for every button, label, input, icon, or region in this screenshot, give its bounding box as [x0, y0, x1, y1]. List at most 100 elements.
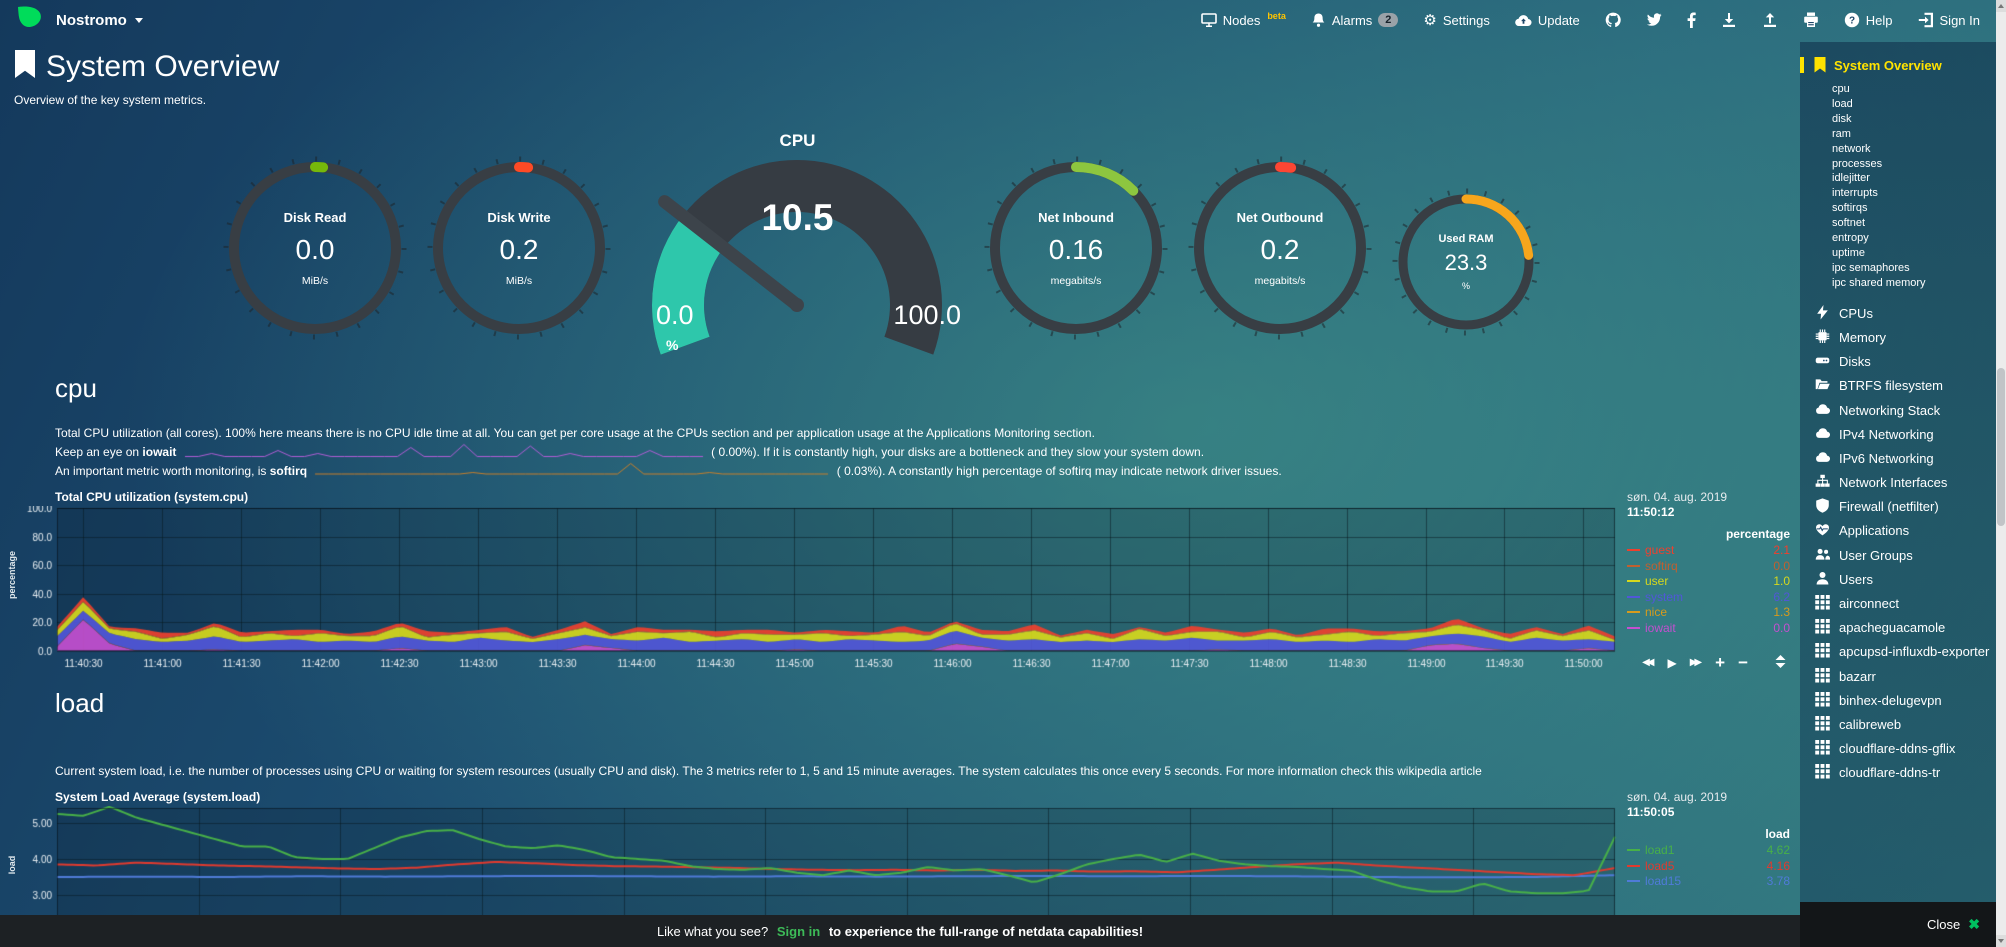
legend-series-guest[interactable]: guest 2.1	[1627, 543, 1790, 559]
sidebar-item-apcupsd-influxdb-exporter[interactable]: apcupsd-influxdb-exporter	[1800, 640, 1996, 664]
signin-button[interactable]: Sign In	[1918, 12, 1980, 28]
series-value: 3.78	[1766, 874, 1790, 888]
pan-backward-icon[interactable]: ◀◀	[1642, 656, 1654, 668]
series-value: 6.2	[1773, 589, 1790, 604]
series-dash-icon	[1627, 880, 1640, 882]
help-button[interactable]: ? Help	[1844, 12, 1893, 28]
netdata-logo-icon[interactable]	[16, 5, 43, 35]
twitter-icon[interactable]	[1646, 13, 1662, 27]
upload-icon[interactable]	[1762, 12, 1778, 28]
sidebar-item-user-groups[interactable]: User Groups	[1800, 544, 1996, 568]
page-scrollbar[interactable]	[1996, 0, 2006, 947]
hostname-dropdown[interactable]: Nostromo	[56, 12, 143, 29]
iowait-sparkline	[183, 443, 704, 458]
sidebar-subitem-cpu[interactable]: cpu	[1832, 83, 1850, 95]
gauge-title: Net Outbound	[1236, 209, 1324, 225]
sidebar-subitem-uptime[interactable]: uptime	[1832, 246, 1866, 259]
close-button[interactable]: Close ✖	[1927, 916, 1980, 933]
zoom-out-icon[interactable]: −	[1738, 652, 1748, 672]
hdd-icon	[1814, 353, 1830, 371]
cpu-chart-ylabel: percentage	[7, 550, 17, 600]
sidebar-item-firewall-netfilter[interactable]: Firewall (netfilter)	[1800, 495, 1996, 519]
scroll-up-arrow-icon[interactable]	[1996, 0, 2006, 12]
sidebar-subitem-ram[interactable]: ram	[1832, 127, 1851, 140]
gauge-unit: %	[1461, 281, 1470, 291]
legend-series-iowait[interactable]: iowait 0.0	[1627, 621, 1790, 637]
gauge-cpu[interactable]: CPU 10.5 0.0 100.0 %	[630, 127, 965, 359]
cpu-chart-legend: søn. 04. aug. 2019 11:50:12 percentage gues…	[1627, 490, 1790, 636]
sidebar-item-binhex-delugevpn[interactable]: binhex-delugevpn	[1800, 689, 1996, 713]
sidebar-subitem-ipc-shared-memory[interactable]: ipc shared memory	[1832, 276, 1926, 289]
gauge-unit: %	[666, 337, 679, 353]
legend-series-system[interactable]: system 6.2	[1627, 590, 1790, 606]
legend-series-user[interactable]: user 1.0	[1627, 574, 1790, 590]
page-head: System Overview Overview of the key syst…	[14, 50, 1800, 107]
sidebar-item-apacheguacamole[interactable]: apacheguacamole	[1800, 616, 1996, 640]
chip-icon	[1814, 329, 1830, 347]
sidebar-subitem-entropy[interactable]: entropy	[1832, 232, 1869, 245]
sidebar-item-applications[interactable]: Applications	[1800, 519, 1996, 543]
sidebar-subitem-disk[interactable]: disk	[1832, 112, 1852, 125]
sidebar-item-ipv4-networking[interactable]: IPv4 Networking	[1800, 423, 1996, 447]
brand: Nostromo	[16, 5, 143, 35]
legend-date: søn. 04. aug. 2019	[1627, 790, 1728, 804]
sidebar-item-cpus[interactable]: CPUs	[1800, 302, 1996, 326]
sidebar-item-disks[interactable]: Disks	[1800, 350, 1996, 374]
cpu-section-description: Total CPU utilization (all cores). 100% …	[55, 424, 1800, 481]
sidebar-item-memory[interactable]: Memory	[1800, 326, 1996, 350]
series-value: 0.0	[1773, 620, 1790, 635]
sidebar-item-btrfs-filesystem[interactable]: BTRFS filesystem	[1800, 374, 1996, 398]
alarms-label: Alarms	[1331, 12, 1373, 28]
scroll-down-arrow-icon[interactable]	[1996, 935, 2006, 947]
legend-series-nice[interactable]: nice 1.3	[1627, 605, 1790, 621]
load-chart-ylabel: load	[7, 855, 17, 875]
gauge-net-outbound[interactable]: Net Outbound 0.2 megabits/s	[1187, 155, 1373, 341]
sidebar-item-bazarr[interactable]: bazarr	[1800, 665, 1996, 689]
sidebar-item-users[interactable]: Users	[1800, 568, 1996, 592]
legend-series-load5[interactable]: load5 4.16	[1627, 859, 1790, 875]
legend-series-load15[interactable]: load15 3.78	[1627, 874, 1790, 890]
sidebar-subitem-softnet[interactable]: softnet	[1832, 217, 1866, 230]
sidebar-subitem-interrupts[interactable]: interrupts	[1832, 187, 1878, 200]
sidebar-item-network-interfaces[interactable]: Network Interfaces	[1800, 471, 1996, 495]
update-label: Update	[1537, 12, 1580, 28]
cpu-chart-canvas[interactable]	[25, 506, 1620, 678]
play-icon[interactable]: ▶	[1667, 655, 1677, 670]
sidebar-item-cloudflare-ddns-tr[interactable]: cloudflare-ddns-tr	[1800, 761, 1996, 785]
pan-forward-icon[interactable]: ▶▶	[1689, 656, 1702, 668]
sidebar-subitem-load[interactable]: load	[1832, 97, 1853, 110]
sidebar-item-airconnect[interactable]: airconnect	[1800, 592, 1996, 616]
settings-button[interactable]: ⚙ Settings	[1423, 13, 1489, 28]
legend-series-softirq[interactable]: softirq 0.0	[1627, 559, 1790, 575]
legend-series-load1[interactable]: load1 4.62	[1627, 843, 1790, 859]
sidebar-item-ipv6-networking[interactable]: IPv6 Networking	[1800, 447, 1996, 471]
scrollbar-thumb[interactable]	[1997, 368, 2005, 526]
facebook-icon[interactable]	[1687, 12, 1696, 28]
sidebar-subitem-softirqs[interactable]: softirqs	[1832, 202, 1868, 215]
series-dash-icon	[1627, 849, 1640, 851]
gauge-used-ram[interactable]: Used RAM 23.3 %	[1391, 187, 1541, 337]
sidebar-subitem-ipc-semaphores[interactable]: ipc semaphores	[1832, 261, 1910, 274]
gauge-net-inbound[interactable]: Net Inbound 0.16 megabits/s	[983, 155, 1169, 341]
sidebar-subitem-network[interactable]: network	[1832, 142, 1871, 155]
gauge-arc	[630, 153, 965, 364]
sidebar-item-calibreweb[interactable]: calibreweb	[1800, 713, 1996, 737]
nodes-button[interactable]: Nodes beta	[1200, 11, 1286, 28]
shield-icon	[1814, 498, 1830, 516]
sidebar-subitem-processes[interactable]: processes	[1832, 157, 1883, 170]
gauge-value: 0.2	[1260, 233, 1300, 265]
gauge-disk-read[interactable]: Disk Read 0.0 MiB/s	[222, 155, 408, 341]
zoom-in-icon[interactable]: +	[1715, 652, 1726, 672]
sidebar-item-cloudflare-ddns-gflix[interactable]: cloudflare-ddns-gflix	[1800, 737, 1996, 761]
sidebar-item-networking-stack[interactable]: Networking Stack	[1800, 398, 1996, 422]
print-icon[interactable]	[1803, 12, 1819, 28]
resize-icon[interactable]	[1775, 655, 1786, 670]
update-button[interactable]: Update	[1515, 13, 1580, 28]
download-icon[interactable]	[1721, 12, 1737, 28]
sidebar-subitem-idlejitter[interactable]: idlejitter	[1832, 172, 1870, 185]
bottom-signin-link[interactable]: Sign in	[776, 923, 821, 939]
github-icon[interactable]	[1605, 12, 1621, 28]
sidebar-item-system-overview[interactable]: System Overview	[1800, 57, 1996, 73]
gauge-disk-write[interactable]: Disk Write 0.2 MiB/s	[426, 155, 612, 341]
alarms-button[interactable]: Alarms 2	[1311, 12, 1399, 28]
